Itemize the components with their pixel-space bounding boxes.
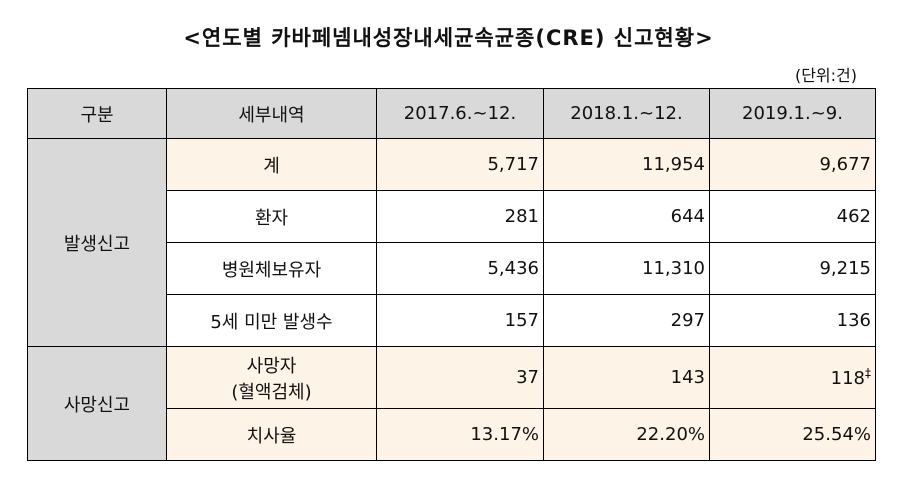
cell-value: 5,436 — [376, 242, 544, 295]
cell-value: 143 — [543, 346, 710, 409]
unit-label: (단위:건) — [794, 66, 857, 85]
row-label-fatality: 치사율 — [166, 408, 377, 461]
cell-value: 11,310 — [543, 242, 710, 295]
table-row: 병원체보유자 5,436 11,310 9,215 — [28, 242, 876, 295]
cre-report-table: 구분 세부내역 2017.6.~12. 2018.1.~12. 2019.1.~… — [27, 88, 876, 461]
group-death: 사망신고 — [27, 346, 167, 461]
cell-value: 5,717 — [376, 138, 544, 191]
table-row: 5세 미만 발생수 157 297 136 — [28, 294, 876, 347]
cell-value: 136 — [709, 294, 876, 347]
table-row: 치사율 13.17% 22.20% 25.54% — [28, 408, 876, 461]
cell-value: 22.20% — [543, 408, 710, 461]
group-report: 발생신고 — [27, 138, 167, 347]
table-row: 사망신고 사망자 (혈액검체) 37 143 118‡ — [27, 346, 876, 461]
row-label-total: 계 — [166, 138, 377, 191]
cell-value: 25.54% — [709, 408, 876, 461]
cell-value: 11,954 — [543, 138, 710, 191]
cell-value: 13.17% — [376, 408, 544, 461]
header-2017: 2017.6.~12. — [376, 88, 544, 139]
header-row: 구분 세부내역 2017.6.~12. 2018.1.~12. 2019.1.~… — [27, 88, 876, 139]
cell-value: 281 — [376, 190, 544, 243]
deaths-2019-value: 118 — [830, 368, 865, 389]
cell-value: 118‡ — [709, 346, 876, 409]
page-title: <연도별 카바페넴내성장내세균속균종(CRE) 신고현황> — [183, 26, 714, 50]
row-label-patient: 환자 — [166, 190, 377, 243]
cell-value: 37 — [376, 346, 544, 409]
deaths-label-line2: (혈액검체) — [231, 381, 312, 403]
cell-value: 157 — [376, 294, 544, 347]
deaths-label-line1: 사망자 — [246, 355, 297, 377]
table-row: 환자 281 644 462 — [28, 190, 876, 243]
header-category: 구분 — [27, 88, 167, 139]
cell-value: 9,215 — [709, 242, 876, 295]
header-2018: 2018.1.~12. — [543, 88, 710, 139]
header-2019: 2019.1.~9. — [709, 88, 876, 139]
header-detail: 세부내역 — [166, 88, 377, 139]
table-row: 발생신고 계 5,717 11,954 9,677 — [27, 138, 876, 347]
cell-value: 462 — [709, 190, 876, 243]
footnote-mark: ‡ — [865, 366, 871, 380]
row-label-carrier: 병원체보유자 — [166, 242, 377, 295]
cell-value: 644 — [543, 190, 710, 243]
cell-value: 9,677 — [709, 138, 876, 191]
row-label-under5: 5세 미만 발생수 — [166, 294, 377, 347]
row-label-deaths: 사망자 (혈액검체) — [166, 346, 377, 409]
cell-value: 297 — [543, 294, 710, 347]
